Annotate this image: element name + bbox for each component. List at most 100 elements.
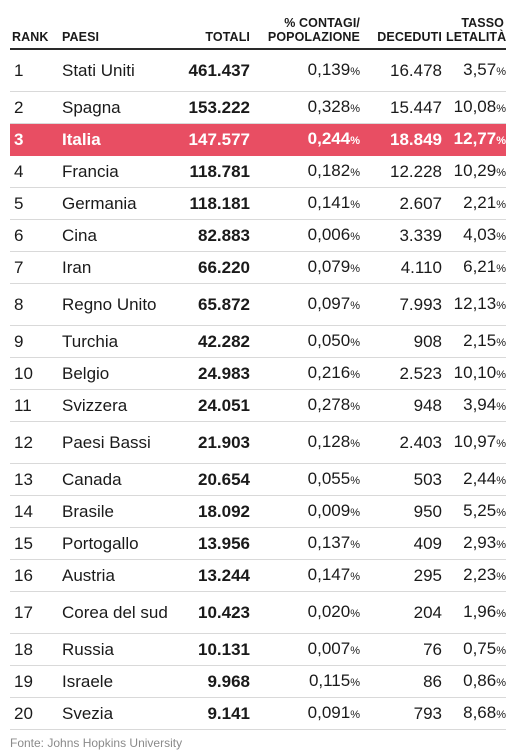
country-cell: Portogallo xyxy=(60,527,172,560)
country-cell: Cina xyxy=(60,219,172,252)
pct-cell: 0,216% xyxy=(252,357,362,390)
pct-value: 0,139 xyxy=(307,59,351,79)
percent-sign: % xyxy=(350,644,360,657)
percent-sign: % xyxy=(350,336,360,349)
country-cell: Regno Unito xyxy=(60,283,172,326)
rank-cell: 1 xyxy=(10,49,60,92)
percent-sign: % xyxy=(350,65,360,78)
lethality-value: 3,57 xyxy=(463,59,497,79)
rank-cell: 18 xyxy=(10,633,60,666)
total-cell: 18.092 xyxy=(172,495,252,528)
percent-sign: % xyxy=(496,262,506,275)
source-note: Fonte: Johns Hopkins University xyxy=(10,736,183,750)
lethality-cell: 10,10% xyxy=(444,357,506,390)
table-row: 2 Spagna 153.222 0,328% 15.447 10,08% xyxy=(10,91,506,124)
table-row: 14 Brasile 18.092 0,009% 950 5,25% xyxy=(10,495,506,528)
pct-value: 0,137 xyxy=(307,532,351,552)
percent-sign: % xyxy=(496,230,506,243)
deaths-header: DECEDUTI xyxy=(362,6,444,50)
pct-value: 0,115 xyxy=(308,670,351,690)
percent-sign: % xyxy=(496,676,506,689)
total-header: TOTALI xyxy=(172,6,252,50)
lethality-cell: 2,15% xyxy=(444,325,506,358)
percent-sign: % xyxy=(496,336,506,349)
rank-cell: 16 xyxy=(10,559,60,592)
rank-cell: 17 xyxy=(10,591,60,634)
table-row: 13 Canada 20.654 0,055% 503 2,44% xyxy=(10,463,506,496)
total-cell: 153.222 xyxy=(172,91,252,124)
table-row: 11 Svizzera 24.051 0,278% 948 3,94% xyxy=(10,389,506,422)
pct-value: 0,091 xyxy=(307,702,351,722)
pct-value: 0,020 xyxy=(307,601,351,621)
header-row: RANK PAESI TOTALI % CONTAGI/POPOLAZIONE … xyxy=(10,6,506,50)
pct-header-line1: % CONTAGI/ xyxy=(284,16,360,30)
rank-cell: 5 xyxy=(10,187,60,220)
pct-value: 0,007 xyxy=(307,638,351,658)
pct-value: 0,006 xyxy=(307,224,351,244)
country-cell: Turchia xyxy=(60,325,172,358)
table-row: 12 Paesi Bassi 21.903 0,128% 2.403 10,97% xyxy=(10,421,506,464)
percent-sign: % xyxy=(496,134,506,147)
pct-cell: 0,097% xyxy=(252,283,362,326)
percent-sign: % xyxy=(350,102,360,115)
percent-sign: % xyxy=(350,368,360,381)
pct-value: 0,097 xyxy=(307,293,351,313)
pct-cell: 0,182% xyxy=(252,155,362,188)
rank-cell: 6 xyxy=(10,219,60,252)
lethality-value: 2,93 xyxy=(463,532,497,552)
country-cell: Francia xyxy=(60,155,172,188)
pct-cell: 0,050% xyxy=(252,325,362,358)
deaths-cell: 15.447 xyxy=(362,91,444,124)
country-cell: Svizzera xyxy=(60,389,172,422)
pct-cell: 0,278% xyxy=(252,389,362,422)
total-cell: 9.968 xyxy=(172,665,252,698)
rank-cell: 10 xyxy=(10,357,60,390)
percent-sign: % xyxy=(350,262,360,275)
deaths-cell: 76 xyxy=(362,633,444,666)
percent-sign: % xyxy=(496,65,506,78)
pct-value: 0,055 xyxy=(307,468,351,488)
lethality-cell: 3,94% xyxy=(444,389,506,422)
deaths-cell: 948 xyxy=(362,389,444,422)
percent-sign: % xyxy=(496,437,506,450)
pct-value: 0,128 xyxy=(307,431,351,451)
deaths-cell: 793 xyxy=(362,697,444,730)
deaths-cell: 7.993 xyxy=(362,283,444,326)
rank-header: RANK xyxy=(10,6,60,50)
lethality-cell: 2,93% xyxy=(444,527,506,560)
total-cell: 24.983 xyxy=(172,357,252,390)
percent-sign: % xyxy=(350,299,360,312)
deaths-cell: 204 xyxy=(362,591,444,634)
percent-sign: % xyxy=(350,230,360,243)
country-cell: Israele xyxy=(60,665,172,698)
percent-sign: % xyxy=(350,474,360,487)
pct-cell: 0,147% xyxy=(252,559,362,592)
lethality-value: 0,75 xyxy=(463,638,497,658)
deaths-cell: 86 xyxy=(362,665,444,698)
lethality-value: 5,25 xyxy=(463,500,497,520)
lethality-value: 2,23 xyxy=(463,564,497,584)
country-cell: Canada xyxy=(60,463,172,496)
pct-value: 0,216 xyxy=(307,362,351,382)
table-row: 19 Israele 9.968 0,115% 86 0,86% xyxy=(10,665,506,698)
table-row: 5 Germania 118.181 0,141% 2.607 2,21% xyxy=(10,187,506,220)
country-cell: Stati Uniti xyxy=(60,49,172,92)
total-cell: 10.131 xyxy=(172,633,252,666)
percent-sign: % xyxy=(350,708,360,721)
percent-sign: % xyxy=(350,400,360,413)
table-row: 17 Corea del sud 10.423 0,020% 204 1,96% xyxy=(10,591,506,634)
lethality-cell: 10,08% xyxy=(444,91,506,124)
lethality-cell: 6,21% xyxy=(444,251,506,284)
pct-value: 0,244 xyxy=(307,128,351,148)
total-cell: 42.282 xyxy=(172,325,252,358)
percent-sign: % xyxy=(496,102,506,115)
deaths-cell: 950 xyxy=(362,495,444,528)
total-cell: 66.220 xyxy=(172,251,252,284)
percent-sign: % xyxy=(496,506,506,519)
table-body: 1 Stati Uniti 461.437 0,139% 16.478 3,57% 2 Spa… xyxy=(10,49,506,730)
deaths-cell: 503 xyxy=(362,463,444,496)
total-cell: 65.872 xyxy=(172,283,252,326)
pct-value: 0,182 xyxy=(307,160,351,180)
country-header: PAESI xyxy=(60,6,172,50)
table-row: 6 Cina 82.883 0,006% 3.339 4,03% xyxy=(10,219,506,252)
